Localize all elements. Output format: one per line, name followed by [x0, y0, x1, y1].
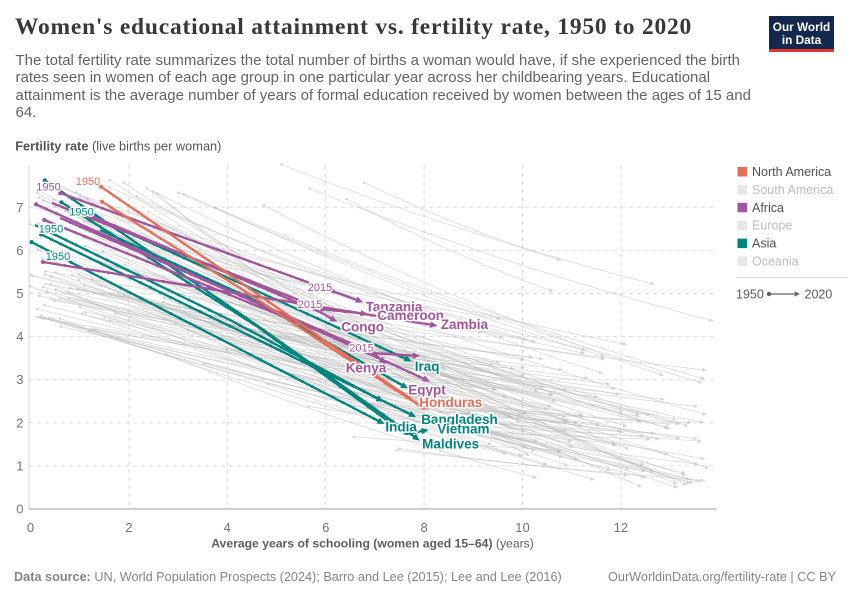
svg-text:12: 12	[614, 520, 628, 535]
svg-text:1: 1	[16, 458, 23, 473]
svg-text:6: 6	[16, 243, 23, 258]
svg-text:Africa: Africa	[752, 201, 784, 215]
svg-text:Bangladesh: Bangladesh	[421, 412, 498, 427]
svg-text:8: 8	[420, 520, 427, 535]
svg-text:Honduras: Honduras	[419, 395, 482, 410]
svg-text:1950: 1950	[36, 182, 60, 194]
svg-text:Congo: Congo	[341, 320, 384, 335]
svg-text:0: 0	[16, 502, 23, 517]
svg-text:OurWorldinData.org/fertility-r: OurWorldinData.org/fertility-rate | CC B…	[608, 570, 837, 584]
svg-text:Vietnam: Vietnam	[437, 422, 489, 437]
svg-text:1950: 1950	[39, 224, 63, 236]
svg-text:0: 0	[27, 520, 34, 535]
svg-text:Data source: UN, World Populat: Data source: UN, World Population Prospe…	[14, 570, 562, 584]
svg-text:Kenya: Kenya	[346, 361, 387, 376]
svg-text:1950: 1950	[736, 288, 764, 302]
svg-text:10: 10	[515, 520, 529, 535]
svg-text:Europe: Europe	[752, 219, 792, 233]
svg-text:Zambia: Zambia	[441, 317, 489, 332]
svg-text:4: 4	[16, 329, 23, 344]
svg-text:2015: 2015	[298, 299, 322, 311]
svg-text:Egypt: Egypt	[408, 383, 446, 398]
svg-text:2020: 2020	[805, 288, 833, 302]
svg-text:Average years of schooling (wo: Average years of schooling (women aged 1…	[211, 537, 534, 551]
svg-text:India: India	[385, 420, 417, 435]
svg-text:1950: 1950	[69, 207, 93, 219]
svg-text:North America: North America	[752, 165, 831, 179]
svg-text:6: 6	[322, 520, 329, 535]
svg-text:Asia: Asia	[752, 237, 776, 251]
svg-text:Cameroon: Cameroon	[377, 308, 444, 323]
svg-text:2: 2	[125, 520, 132, 535]
svg-text:2015: 2015	[349, 343, 373, 355]
svg-text:4: 4	[224, 520, 231, 535]
svg-text:Iraq: Iraq	[415, 359, 440, 374]
svg-text:Maldives: Maldives	[422, 437, 479, 452]
svg-text:South America: South America	[752, 183, 833, 197]
svg-text:2015: 2015	[308, 282, 332, 294]
svg-text:1950: 1950	[76, 176, 100, 188]
svg-text:7: 7	[16, 200, 23, 215]
svg-text:3: 3	[16, 372, 23, 387]
svg-text:Tanzania: Tanzania	[366, 300, 423, 315]
svg-text:1950: 1950	[46, 251, 70, 263]
svg-text:Oceania: Oceania	[752, 255, 799, 269]
svg-text:Fertility rate (live births pe: Fertility rate (live births per woman)	[15, 139, 221, 154]
svg-text:5: 5	[16, 286, 23, 301]
svg-text:2: 2	[16, 415, 23, 430]
